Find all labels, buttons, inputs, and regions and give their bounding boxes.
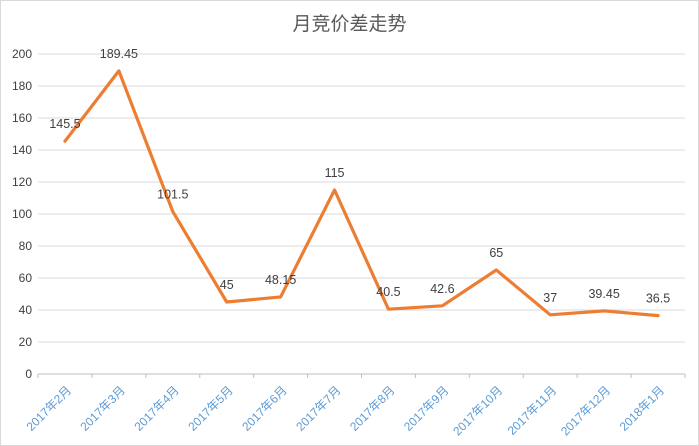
y-axis-label: 100 [12, 207, 32, 221]
series-line [63, 69, 660, 318]
y-axis-label: 200 [12, 47, 32, 61]
data-label: 39.45 [588, 287, 619, 301]
y-axis-label: 160 [12, 111, 32, 125]
y-axis-label: 60 [19, 271, 33, 285]
data-label: 45 [220, 278, 234, 292]
y-axis-label: 140 [12, 143, 32, 157]
data-label: 37 [543, 291, 557, 305]
data-label: 101.5 [157, 188, 188, 202]
y-axis-label: 80 [19, 239, 33, 253]
x-axis-label: 2017年6月 [239, 383, 289, 433]
x-axis-label: 2018年1月 [617, 383, 667, 433]
x-axis-label: 2017年8月 [347, 383, 397, 433]
data-label: 42.6 [430, 282, 454, 296]
y-axis-label: 180 [12, 79, 32, 93]
x-axis-label: 2017年4月 [131, 383, 181, 433]
y-axis-label: 40 [19, 303, 33, 317]
data-label: 65 [489, 246, 503, 260]
y-axis-label: 0 [25, 367, 32, 381]
x-axis-label: 2017年7月 [293, 383, 343, 433]
data-label: 189.45 [100, 47, 138, 61]
data-label: 48.15 [265, 273, 296, 287]
y-axis-label: 20 [19, 335, 33, 349]
x-axis-label: 2017年5月 [185, 383, 235, 433]
y-axis-label: 120 [12, 175, 32, 189]
data-label: 36.5 [646, 292, 670, 306]
x-axis-label: 2017年3月 [78, 383, 128, 433]
x-axis-label: 2017年12月 [558, 383, 613, 438]
data-label: 115 [325, 166, 345, 180]
x-axis-label: 2017年10月 [450, 383, 505, 438]
data-label: 40.5 [376, 285, 400, 299]
data-label: 145.5 [49, 117, 80, 131]
chart-title: 月竞价差走势 [292, 14, 407, 35]
x-axis-label: 2017年2月 [24, 383, 74, 433]
x-axis-label: 2017年11月 [505, 383, 560, 438]
x-axis-label: 2017年9月 [401, 383, 451, 433]
